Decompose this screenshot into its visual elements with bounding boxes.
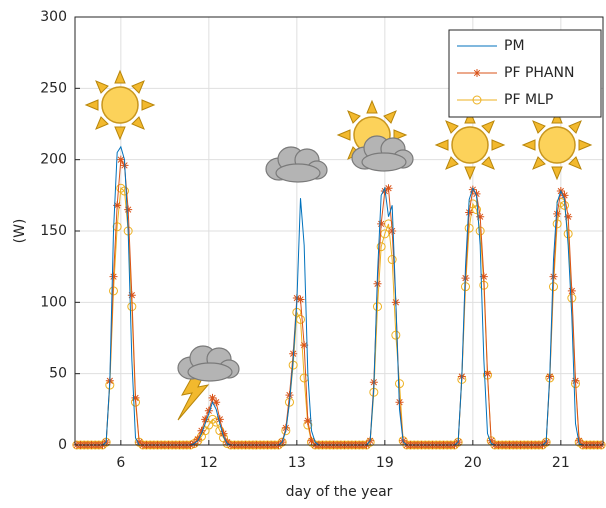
marker xyxy=(387,255,397,265)
marker xyxy=(472,205,481,215)
marker xyxy=(483,369,492,378)
marker xyxy=(388,227,397,235)
y-tick-label: 300 xyxy=(40,9,67,25)
marker xyxy=(575,436,584,445)
marker xyxy=(377,219,386,228)
y-axis-label: (W) xyxy=(12,219,28,244)
marker xyxy=(395,379,404,389)
marker xyxy=(571,376,580,385)
marker xyxy=(212,398,221,407)
marker xyxy=(563,229,573,239)
marker xyxy=(303,416,312,425)
marker xyxy=(204,406,213,415)
x-tick-label: 21 xyxy=(552,455,570,471)
legend-label: PF PHANN xyxy=(504,65,574,81)
marker xyxy=(135,438,144,447)
marker xyxy=(215,415,224,424)
marker xyxy=(116,155,125,164)
marker xyxy=(487,436,496,445)
y-tick-label: 0 xyxy=(58,437,67,453)
marker xyxy=(296,314,305,324)
marker xyxy=(120,186,129,196)
marker xyxy=(384,184,393,193)
marker xyxy=(376,242,386,252)
marker xyxy=(131,393,140,402)
marker xyxy=(465,208,474,217)
x-tick-label: 13 xyxy=(288,455,306,471)
marker xyxy=(307,436,316,445)
marker xyxy=(296,295,305,304)
marker xyxy=(567,286,576,295)
y-tick-label: 100 xyxy=(40,294,67,310)
marker xyxy=(391,330,401,340)
marker xyxy=(223,438,232,447)
marker xyxy=(564,212,573,221)
marker xyxy=(300,341,309,350)
legend: PM PF PHANN PF MLP xyxy=(448,29,602,118)
legend-label: PF MLP xyxy=(504,92,553,108)
y-tick-label: 250 xyxy=(40,80,67,96)
y-tick-label: 150 xyxy=(40,223,67,239)
y-tick-label: 200 xyxy=(40,152,67,168)
marker xyxy=(124,205,133,214)
marker xyxy=(112,222,122,232)
x-axis-label: day of the year xyxy=(286,484,393,500)
marker xyxy=(549,272,558,281)
marker xyxy=(560,191,569,200)
x-tick-label: 6 xyxy=(116,455,125,471)
marker xyxy=(109,272,118,281)
marker xyxy=(472,95,482,105)
marker xyxy=(464,223,474,233)
weather-icons xyxy=(85,70,592,421)
marker xyxy=(197,426,206,435)
marker xyxy=(208,393,217,402)
marker xyxy=(473,69,481,77)
x-tick-label: 12 xyxy=(200,455,218,471)
marker xyxy=(472,189,481,198)
marker xyxy=(373,302,382,312)
marker xyxy=(193,435,202,444)
marker xyxy=(219,429,228,438)
legend-label: PM xyxy=(504,38,525,54)
marker xyxy=(475,226,485,236)
marker xyxy=(127,291,136,300)
marker xyxy=(113,201,122,210)
marker xyxy=(476,212,485,221)
y-tick-label: 50 xyxy=(49,366,67,382)
marker xyxy=(201,415,210,424)
x-tick-label: 20 xyxy=(464,455,482,471)
x-tick-label: 19 xyxy=(376,455,394,471)
marker xyxy=(285,391,294,400)
marker xyxy=(553,209,562,218)
axes-frame xyxy=(74,16,604,446)
marker xyxy=(479,272,488,281)
